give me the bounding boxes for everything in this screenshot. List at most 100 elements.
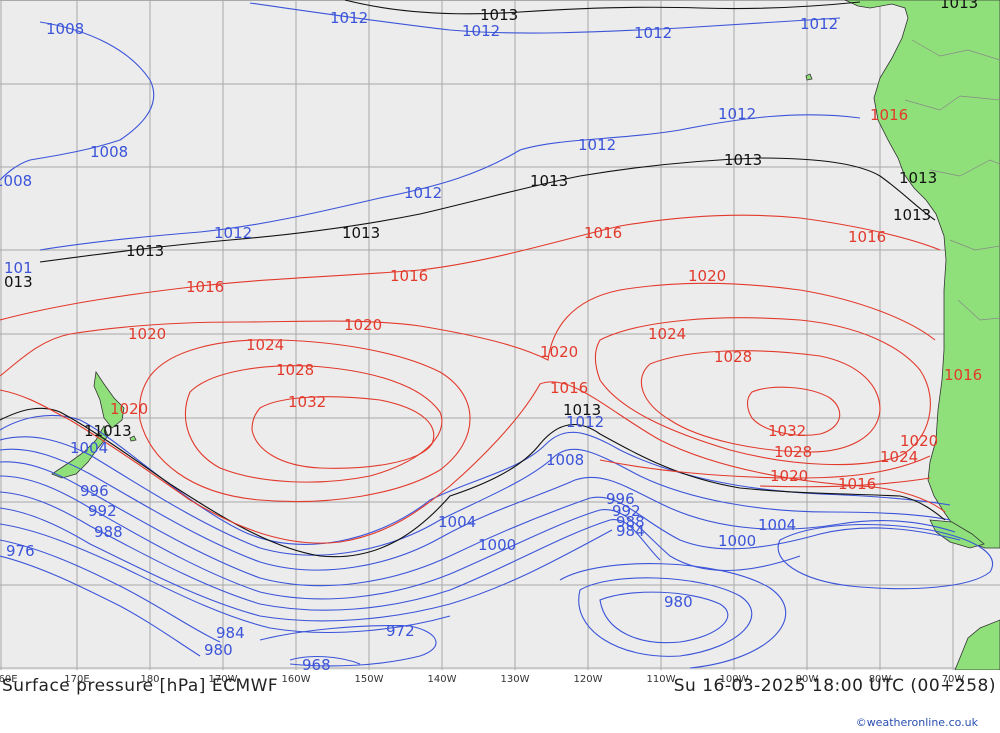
isobar-label: 1008 (46, 20, 84, 38)
isobar-1016-south (0, 381, 946, 544)
isobar-988 (0, 507, 613, 622)
isobar-1008 (0, 436, 951, 556)
isobar-label: 1020 (770, 467, 808, 485)
galapagos-island (805, 73, 813, 81)
credit-link[interactable]: ©weatheronline.co.uk (855, 716, 978, 729)
border-line (929, 159, 1000, 177)
isobar-label: 976 (6, 542, 35, 560)
isobar-label: 1004 (758, 516, 796, 534)
isobar-1008-west (0, 21, 155, 181)
isobar-label: 1004 (438, 513, 476, 531)
isobar-1032-east (746, 386, 841, 436)
high-isobars (0, 214, 946, 544)
isobar-label: 1016 (838, 475, 876, 493)
isobar-label: 1013 (563, 401, 601, 419)
south-america-land (844, 0, 1000, 549)
lon-label: 170W (209, 674, 238, 685)
isobar-968 (289, 656, 361, 665)
isobar-1013-south (0, 407, 946, 558)
isobar-label: 1000 (718, 532, 756, 550)
isobar-980 (0, 539, 221, 643)
isobar-972 (259, 625, 437, 667)
tierra-del-fuego-land (929, 519, 985, 549)
isobar-label: 992 (88, 502, 117, 520)
lon-label: 90W (796, 674, 819, 685)
isobar-label: 1013 (893, 206, 931, 224)
isobar-label: 1013 (724, 151, 762, 169)
border-line (957, 299, 1000, 321)
footer: 60E 170E 180 170W 160W 150W 140W 130W 12… (0, 670, 1000, 733)
isobar-label: 1016 (186, 278, 224, 296)
isobar-label: 988 (94, 523, 123, 541)
isobar-label: 1024 (246, 336, 284, 354)
isobar-label: 1016 (584, 224, 622, 242)
isobar-label: 1024 (880, 448, 918, 466)
isobar-1020-east (599, 455, 931, 479)
isobar-label: 013 (4, 273, 33, 291)
isobar-label: 988 (616, 513, 645, 531)
lon-label: 100W (720, 674, 749, 685)
lon-label: 60E (0, 674, 18, 685)
isobar-label: 980 (664, 593, 693, 611)
isobar-label: 1012 (214, 224, 252, 242)
isobar-label: 1013 (342, 224, 380, 242)
isobar-label: 1020 (128, 325, 166, 343)
isobar-label: 1013 (126, 242, 164, 260)
isobar-label: 1008 (0, 172, 32, 190)
isobar-label: 101 (4, 259, 33, 277)
isobar-1020-west (0, 282, 936, 377)
border-line (904, 95, 1000, 111)
isobar-label: 1008 (90, 143, 128, 161)
landmasses (51, 0, 1000, 671)
isobar-label: 1016 (550, 379, 588, 397)
isobar-1024-east (594, 317, 931, 466)
isobar-label: 972 (386, 622, 415, 640)
lon-label: 160W (282, 674, 311, 685)
isobar-label: 968 (302, 656, 331, 670)
isobar-label: 996 (606, 490, 635, 508)
isobar-label: 1013 (480, 6, 518, 24)
country-borders (904, 39, 1000, 321)
graticule (0, 0, 1000, 670)
lon-label: 120W (574, 674, 603, 685)
isobar-label: 1020 (900, 432, 938, 450)
isobar-label: 1000 (478, 536, 516, 554)
isobar-1012-north (249, 2, 841, 34)
isobar-label: 1020 (688, 267, 726, 285)
isobar-label: 1028 (276, 361, 314, 379)
isobar-label: 1016 (870, 106, 908, 124)
map-title: Surface pressure [hPa] ECMWF (2, 676, 279, 696)
isobar-label: 1024 (648, 325, 686, 343)
isobar-1028-east (640, 350, 881, 453)
isobar-label: 1012 (404, 184, 442, 202)
lon-label: 170E (64, 674, 89, 685)
isobar-976 (0, 555, 201, 657)
new-zealand-north-island (93, 370, 125, 429)
isobar-1012-mid (39, 114, 861, 251)
chatham-island (129, 435, 137, 442)
isobar-984-low (578, 577, 753, 657)
border-line (911, 39, 1000, 61)
isobar-label: 1013 (530, 172, 568, 190)
isobar-1016-north (0, 214, 941, 321)
isobar-1013-north (344, 0, 861, 15)
isobar-992 (0, 491, 661, 611)
isobar-label: 1012 (634, 24, 672, 42)
isobar-label: 11013 (84, 422, 132, 440)
standard-isobars (0, 0, 946, 558)
lon-label: 110W (647, 674, 676, 685)
isobar-label: 1008 (546, 451, 584, 469)
isobar-label: 1016 (390, 267, 428, 285)
isobar-label: 1016 (848, 228, 886, 246)
lon-label: 180 (140, 674, 159, 685)
isobar-label: 1032 (768, 422, 806, 440)
isobar-label: 984 (616, 522, 645, 540)
lon-label: 140W (428, 674, 457, 685)
isobar-1032-west (251, 396, 435, 469)
isobar-label: 1028 (774, 443, 812, 461)
isobar-984 (0, 523, 451, 633)
isobar-label: 1016 (944, 366, 982, 384)
isobar-label: 1013 (940, 0, 978, 12)
isobar-1004 (0, 448, 956, 571)
isobar-996 (0, 475, 801, 600)
